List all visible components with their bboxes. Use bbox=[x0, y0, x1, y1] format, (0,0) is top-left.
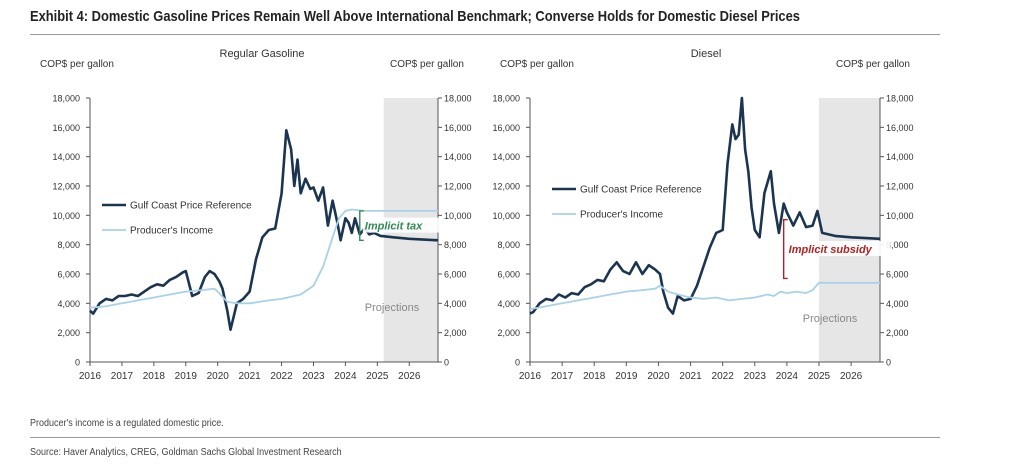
y-tick-label-left: 6,000 bbox=[57, 270, 80, 280]
x-tick-label: 2023 bbox=[744, 371, 767, 382]
y-tick-label-right: 16,000 bbox=[444, 123, 472, 133]
y-tick-label-right: 18,000 bbox=[444, 94, 472, 104]
y-tick-label-left: 8,000 bbox=[497, 240, 520, 250]
right-axis-unit: COP$ per gallon bbox=[836, 59, 910, 70]
y-tick-label-right: 16,000 bbox=[886, 123, 914, 133]
x-tick-label: 2020 bbox=[207, 371, 230, 382]
x-tick-label: 2024 bbox=[334, 371, 357, 382]
annotation-label: Implicit subsidy bbox=[789, 244, 873, 256]
left-axis-unit: COP$ per gallon bbox=[40, 59, 114, 70]
y-tick-label-right: 0 bbox=[886, 358, 891, 368]
y-tick-label-right: 2,000 bbox=[444, 328, 467, 338]
x-tick-label: 2018 bbox=[583, 371, 606, 382]
y-tick-label-right: 8,000 bbox=[886, 240, 909, 250]
y-tick-label-left: 4,000 bbox=[497, 299, 520, 309]
x-tick-label: 2019 bbox=[175, 371, 198, 382]
y-tick-label-left: 0 bbox=[75, 358, 80, 368]
chart-title: Regular Gasoline bbox=[220, 48, 305, 60]
chart-panel-1: Projections Regular Gasoline COP$ per gall… bbox=[40, 48, 472, 382]
y-tick-label-right: 8,000 bbox=[444, 240, 467, 250]
y-tick-label-right: 2,000 bbox=[886, 328, 909, 338]
y-tick-label-left: 8,000 bbox=[57, 240, 80, 250]
y-tick-label-right: 10,000 bbox=[444, 211, 472, 221]
x-tick-label: 2021 bbox=[679, 371, 702, 382]
x-tick-label: 2025 bbox=[808, 371, 831, 382]
x-tick-label: 2023 bbox=[302, 371, 325, 382]
series-line-producers-income bbox=[529, 281, 880, 311]
x-tick-label: 2016 bbox=[519, 371, 542, 382]
x-tick-label: 2017 bbox=[111, 371, 134, 382]
y-tick-label-right: 14,000 bbox=[886, 152, 914, 162]
y-tick-label-left: 2,000 bbox=[57, 328, 80, 338]
x-tick-label: 2025 bbox=[366, 371, 389, 382]
y-tick-label-left: 6,000 bbox=[497, 270, 520, 280]
y-tick-label-left: 12,000 bbox=[52, 182, 80, 192]
chart-title: Diesel bbox=[691, 48, 722, 60]
series-line-gulf-coast bbox=[529, 96, 881, 315]
x-tick-label: 2026 bbox=[840, 371, 863, 382]
y-tick-label-left: 0 bbox=[515, 358, 520, 368]
y-tick-label-right: 6,000 bbox=[444, 270, 467, 280]
footnote: Producer's income is a regulated domesti… bbox=[30, 418, 224, 429]
x-tick-label: 2017 bbox=[551, 371, 574, 382]
series-line-gulf-coast bbox=[89, 129, 439, 332]
x-tick-label: 2016 bbox=[79, 371, 102, 382]
x-tick-label: 2024 bbox=[776, 371, 799, 382]
y-tick-label-left: 10,000 bbox=[492, 211, 520, 221]
right-axis-unit: COP$ per gallon bbox=[390, 59, 464, 70]
y-tick-label-right: 4,000 bbox=[444, 299, 467, 309]
legend-label-gulf-coast: Gulf Coast Price Reference bbox=[580, 185, 702, 196]
y-tick-label-right: 0 bbox=[444, 358, 449, 368]
y-tick-label-right: 10,000 bbox=[886, 211, 914, 221]
title-rule bbox=[30, 34, 940, 35]
annotation-label-bg bbox=[786, 241, 891, 257]
source-note: Source: Haver Analytics, CREG, Goldman S… bbox=[30, 447, 342, 458]
y-tick-label-left: 10,000 bbox=[52, 211, 80, 221]
y-tick-label-right: 12,000 bbox=[444, 182, 472, 192]
projection-label: Projections bbox=[365, 302, 420, 314]
legend-label-producers-income: Producer's Income bbox=[580, 210, 663, 221]
y-tick-label-left: 16,000 bbox=[492, 123, 520, 133]
y-tick-label-right: 18,000 bbox=[886, 94, 914, 104]
y-tick-label-right: 6,000 bbox=[886, 270, 909, 280]
x-tick-label: 2021 bbox=[239, 371, 262, 382]
projection-band bbox=[818, 98, 880, 362]
y-tick-label-right: 12,000 bbox=[886, 182, 914, 192]
x-tick-label: 2022 bbox=[712, 371, 735, 382]
y-tick-label-left: 14,000 bbox=[52, 152, 80, 162]
y-tick-label-left: 16,000 bbox=[52, 123, 80, 133]
x-tick-label: 2026 bbox=[398, 371, 421, 382]
y-tick-label-left: 4,000 bbox=[57, 299, 80, 309]
y-tick-label-right: 14,000 bbox=[444, 152, 472, 162]
x-tick-label: 2019 bbox=[615, 371, 638, 382]
y-tick-label-left: 2,000 bbox=[497, 328, 520, 338]
annotation-label-bg bbox=[362, 217, 442, 233]
projection-label: Projections bbox=[803, 313, 858, 325]
chart-panel-2: Projections Diesel COP$ per gallon COP$ per… bbox=[492, 48, 913, 382]
legend-label-gulf-coast: Gulf Coast Price Reference bbox=[130, 201, 252, 212]
y-tick-label-left: 12,000 bbox=[492, 182, 520, 192]
annotation-label: Implicit tax bbox=[365, 221, 423, 233]
annotation-bracket bbox=[782, 219, 788, 280]
annotation-bracket bbox=[359, 210, 364, 241]
x-tick-label: 2018 bbox=[143, 371, 166, 382]
y-tick-label-left: 18,000 bbox=[492, 94, 520, 104]
y-tick-label-right: 4,000 bbox=[886, 299, 909, 309]
series-line-producers-income bbox=[89, 208, 438, 309]
exhibit-title: Exhibit 4: Domestic Gasoline Prices Rema… bbox=[30, 8, 800, 25]
footnote-rule bbox=[30, 437, 940, 438]
x-tick-label: 2020 bbox=[647, 371, 670, 382]
x-tick-label: 2022 bbox=[270, 371, 293, 382]
y-tick-label-left: 14,000 bbox=[492, 152, 520, 162]
y-tick-label-left: 18,000 bbox=[52, 94, 80, 104]
legend-label-producers-income: Producer's Income bbox=[130, 226, 213, 237]
left-axis-unit: COP$ per gallon bbox=[500, 59, 574, 70]
